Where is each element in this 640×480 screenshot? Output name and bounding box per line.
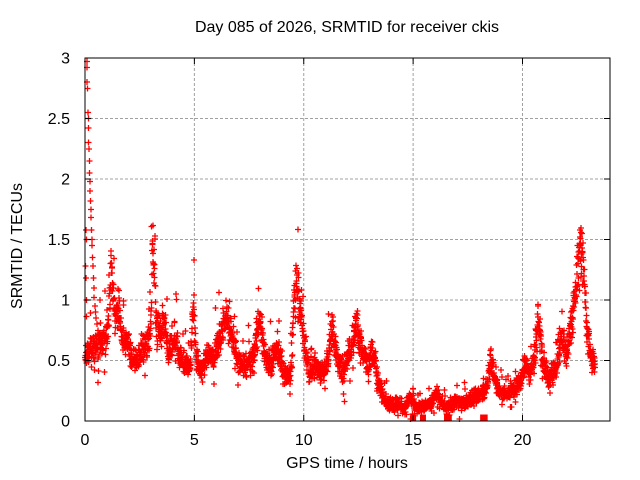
x-tick-label: 10 xyxy=(295,432,313,449)
x-tick-label: 0 xyxy=(81,432,90,449)
x-tick-labels: 0 5 10 15 20 xyxy=(81,432,532,449)
y-axis-label: SRMTID / TECUs xyxy=(9,183,26,309)
zero-value-marker xyxy=(445,414,452,421)
x-axis-label: GPS time / hours xyxy=(286,455,408,472)
zero-value-marker xyxy=(481,414,488,421)
y-tick-labels: 0 0.5 1 1.5 2 2.5 3 xyxy=(48,51,70,431)
x-tick-label: 5 xyxy=(190,432,199,449)
y-tick-label: 2.5 xyxy=(48,111,70,128)
x-tick-label: 20 xyxy=(514,432,532,449)
y-tick-label: 1.5 xyxy=(48,232,70,249)
axis-ticks xyxy=(84,57,610,422)
zero-value-marker xyxy=(419,414,426,421)
scatter-plus-markers xyxy=(82,58,598,422)
chart-title: Day 085 of 2026, SRMTID for receiver cki… xyxy=(195,19,499,36)
y-tick-label: 0.5 xyxy=(48,353,70,370)
data-points xyxy=(82,58,598,422)
x-tick-label: 15 xyxy=(404,432,422,449)
y-tick-label: 3 xyxy=(61,51,70,68)
y-tick-label: 1 xyxy=(61,293,70,310)
y-tick-label: 2 xyxy=(61,172,70,189)
y-tick-label: 0 xyxy=(61,414,70,431)
